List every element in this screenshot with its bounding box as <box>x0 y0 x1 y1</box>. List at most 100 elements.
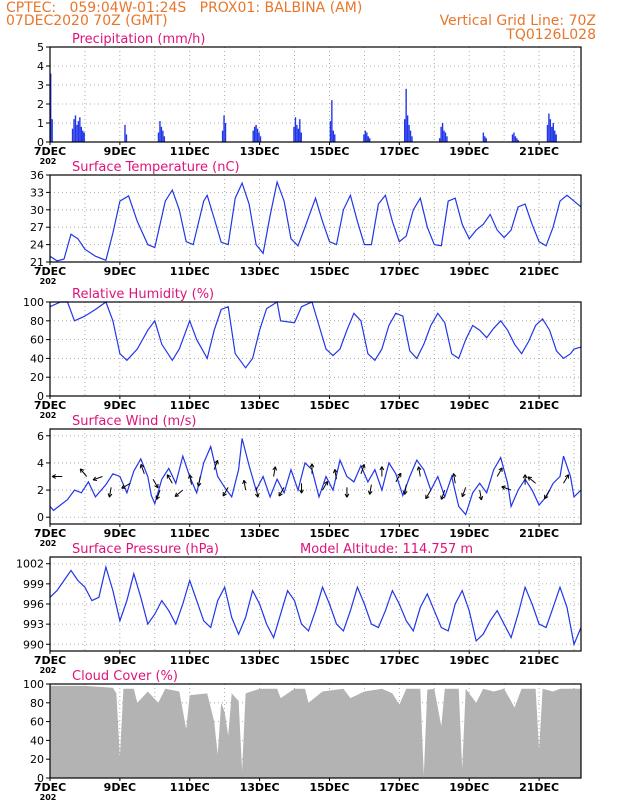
x-tick-label: 13DEC <box>240 781 280 794</box>
y-tick-label: 30 <box>30 204 44 217</box>
wind-arrow <box>273 466 276 477</box>
wind-arrow <box>404 484 407 495</box>
precip-bar <box>163 136 166 142</box>
precip-bar <box>252 130 254 142</box>
wind-arrow <box>425 489 432 499</box>
wind-arrow <box>544 489 550 499</box>
y-tick-label: 4 <box>37 457 44 470</box>
wind-arrow <box>322 481 328 491</box>
precip-bar <box>82 130 84 142</box>
precip-bar <box>83 132 85 142</box>
y-tick-label: 996 <box>23 598 44 611</box>
panel-title: Relative Humidity (%) <box>72 287 214 302</box>
wind-arrow-head <box>544 494 549 500</box>
precip-bar <box>484 136 486 142</box>
y-tick-label: 60 <box>30 334 44 347</box>
precip-bar <box>409 130 412 142</box>
y-tick-label: 3 <box>37 79 44 92</box>
precip-bar <box>124 124 126 142</box>
y-tick-label: 21 <box>30 256 44 269</box>
precip-bar <box>408 124 410 142</box>
wind-arrow <box>92 476 103 481</box>
precip-bar <box>76 124 78 142</box>
x-tick-label: 7DEC <box>34 654 66 667</box>
precip-bar <box>549 119 552 142</box>
x-tick-label: 19DEC <box>449 654 489 667</box>
y-tick-label: 5 <box>37 41 44 54</box>
wind-arrow <box>79 468 88 477</box>
precip-bar <box>438 138 441 142</box>
x-tick-label: 7DEC <box>34 527 66 540</box>
x-year-stub: 202 <box>40 277 57 286</box>
precip-bar <box>551 126 553 142</box>
wind-arrow-head <box>309 463 315 468</box>
wind-arrow <box>278 487 285 497</box>
wind-arrow <box>440 489 446 500</box>
wind-arrow-head <box>397 472 402 478</box>
precip-bar <box>71 128 74 142</box>
wind-arrow-head <box>214 459 219 465</box>
precip-bar <box>482 132 485 142</box>
wind-arrow <box>222 487 229 497</box>
panel-frame <box>49 301 582 397</box>
y-tick-label: 999 <box>23 578 44 591</box>
wind-arrow <box>461 487 467 497</box>
precip-bar <box>77 121 80 142</box>
y-tick-label: 1002 <box>16 558 44 571</box>
x-tick-label: 21DEC <box>519 265 559 278</box>
x-tick-label: 9DEC <box>104 654 136 667</box>
precip-bar <box>517 140 520 142</box>
wind-arrow <box>243 480 247 491</box>
y-tick-label: 40 <box>30 352 44 365</box>
precip-bar <box>332 130 335 142</box>
precip-bar <box>555 134 557 142</box>
x-tick-label: 9DEC <box>104 781 136 794</box>
x-tick-label: 17DEC <box>379 145 419 158</box>
y-tick-label: 100 <box>23 296 44 309</box>
wind-arrow-head <box>196 482 202 487</box>
wind-arrow-head <box>344 493 350 498</box>
header-run-time: 07DEC2020 70Z (GMT) <box>6 13 168 29</box>
precip-bar <box>440 126 442 142</box>
x-tick-label: 21DEC <box>519 527 559 540</box>
series-line-pres <box>49 564 582 647</box>
header-station-line: CPTEC: 059:04W-01:24S PROX01: BALBINA (A… <box>6 0 363 16</box>
x-tick-label: 13DEC <box>240 399 280 412</box>
x-year-stub: 202 <box>40 539 57 548</box>
wind-arrow-head <box>155 495 160 500</box>
precip-bar <box>331 100 333 142</box>
x-tick-label: 17DEC <box>379 399 419 412</box>
wind-arrow-head <box>527 476 532 481</box>
precip-bar <box>511 134 514 142</box>
model-altitude: Model Altitude: 114.757 m <box>300 542 473 557</box>
panel-precip: 0 1 2 3 4 5 7DEC 9DEC 11DEC 13DEC 15DEC 17DEC 19DEC 2… <box>34 32 582 166</box>
wind-arrow <box>395 473 402 483</box>
x-tick-label: 9DEC <box>104 145 136 158</box>
precip-bar <box>411 136 413 142</box>
series-line-wind <box>49 438 582 516</box>
x-tick-label: 7DEC <box>34 145 66 158</box>
wind-arrow <box>197 476 201 487</box>
precip-bar <box>125 134 128 142</box>
header-grid-line-note: Vertical Grid Line: 70Z <box>439 13 596 29</box>
y-tick-label: 27 <box>30 221 44 234</box>
x-tick-label: 17DEC <box>379 781 419 794</box>
wind-arrow-head <box>51 474 56 479</box>
precip-bar <box>554 130 556 142</box>
precip-bar <box>485 138 487 142</box>
x-tick-label: 11DEC <box>170 527 210 540</box>
wind-arrow-head <box>222 492 227 497</box>
precip-bar <box>157 132 160 142</box>
x-tick-label: 15DEC <box>309 654 349 667</box>
wind-arrow <box>501 486 512 491</box>
precip-bar <box>258 132 260 142</box>
x-tick-label: 15DEC <box>309 399 349 412</box>
precip-bar <box>50 73 52 142</box>
wind-arrow-head <box>564 474 570 479</box>
wind-arrow-head <box>361 464 366 469</box>
precip-bar <box>363 134 365 142</box>
y-tick-label: 0 <box>37 390 44 403</box>
wind-arrow <box>334 469 337 480</box>
wind-arrow-head <box>478 495 484 501</box>
